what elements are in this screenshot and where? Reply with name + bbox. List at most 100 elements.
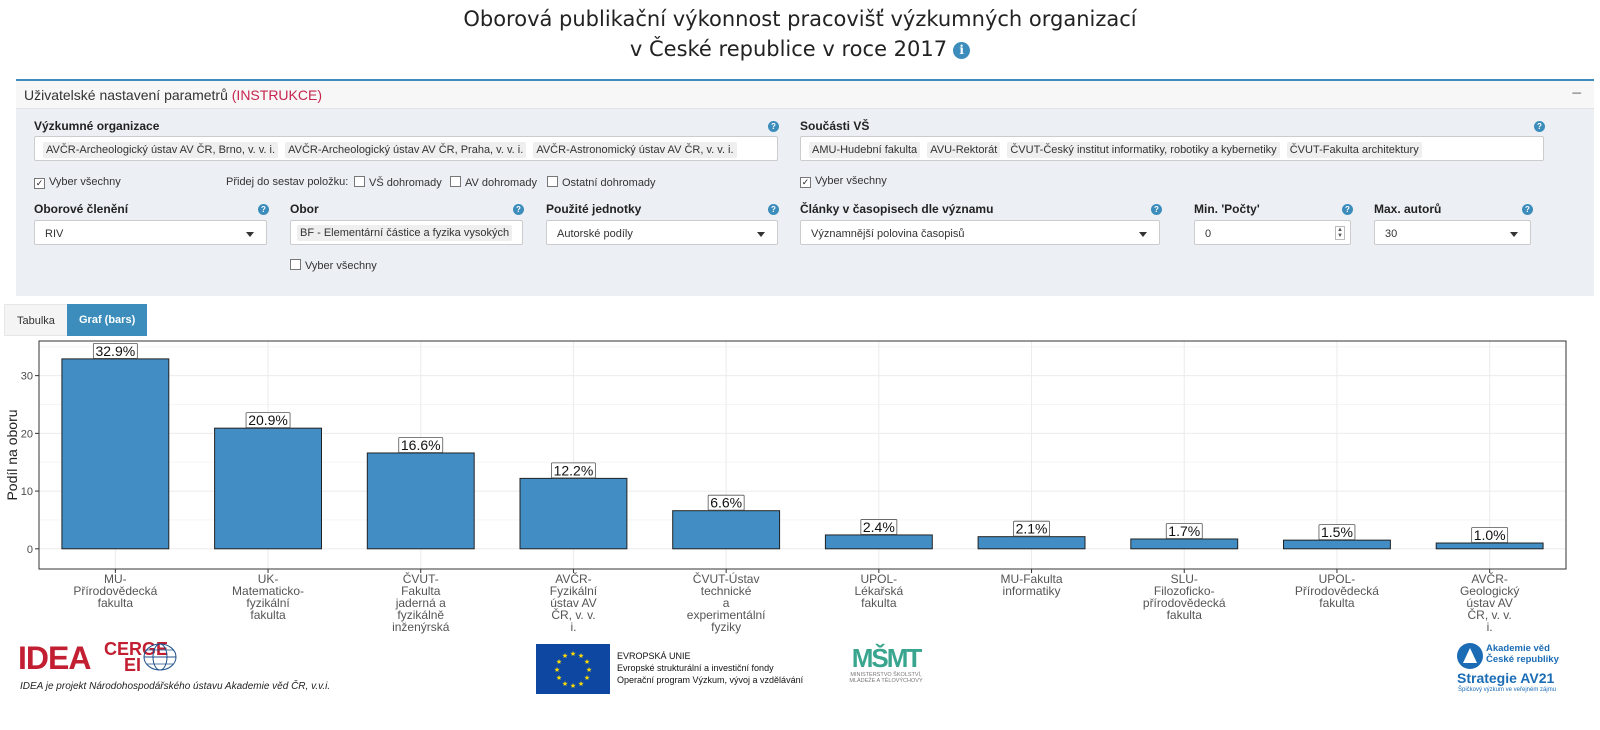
data-label: 1.7%: [1168, 523, 1200, 539]
tab-graph-bars[interactable]: Graf (bars): [67, 304, 148, 336]
svg-text:★: ★: [586, 666, 592, 674]
university-part-tag[interactable]: ČVUT-Český institut informatiky, robotik…: [1007, 142, 1280, 158]
y-tick-label: 0: [27, 544, 33, 556]
data-label-box: [398, 437, 444, 453]
university-part-tag[interactable]: AVU-Rektorát: [927, 142, 1001, 158]
research-org-tag[interactable]: AVČR-Archeologický ústav AV ČR, Praha, v…: [285, 142, 527, 158]
research-org-tag[interactable]: AVČR-Archeologický ústav AV ČR, Brno, v.…: [43, 142, 279, 158]
checkbox-unchecked[interactable]: [547, 176, 558, 187]
min-counts-value: 0: [1205, 228, 1212, 240]
msmt-text-line1: MINISTERSTVO ŠKOLSTVÍ,: [850, 672, 922, 678]
title-line-1: Oborová publikační výkonnost pracovišť v…: [463, 7, 1137, 31]
eu-text-line2: Evropské strukturální a investiční fondy: [617, 663, 774, 673]
svg-text:★: ★: [570, 650, 576, 658]
av-subtitle: Špičkový výzkum ve veřejném zájmu: [1458, 687, 1557, 693]
bar: [366, 452, 475, 550]
others-together-checkbox[interactable]: Ostatní dohromady: [547, 176, 656, 189]
help-icon[interactable]: ?: [1522, 204, 1533, 215]
research-orgs-input[interactable]: AVČR-Archeologický ústav AV ČR, Brno, v.…: [34, 136, 778, 161]
svg-text:★: ★: [584, 658, 590, 666]
av-together-label: AV dohromady: [465, 177, 537, 189]
research-org-tag[interactable]: AVČR-Astronomický ústav AV ČR, v. v. i.: [533, 142, 737, 158]
select-all-label: Vyber všechny: [815, 175, 887, 187]
help-icon[interactable]: ?: [1534, 121, 1545, 132]
max-authors-label: Max. autorů: [1374, 202, 1442, 216]
data-label-box: [551, 462, 596, 479]
y-tick-label: 30: [21, 371, 33, 383]
university-part-tag[interactable]: ČVUT-Fakulta architektury: [1286, 142, 1422, 158]
max-authors-select[interactable]: 30: [1374, 220, 1531, 245]
bar: [214, 427, 322, 550]
data-label: 2.4%: [863, 519, 895, 535]
svg-text:★: ★: [584, 674, 590, 682]
vs-together-checkbox[interactable]: VŠ dohromady: [354, 176, 442, 189]
info-icon[interactable]: i: [953, 42, 971, 59]
university-parts-label: Součásti VŠ: [800, 119, 870, 133]
university-part-tag[interactable]: AMU-Hudební fakulta: [809, 142, 921, 158]
help-icon[interactable]: ?: [768, 121, 779, 132]
select-all-orgs-checkbox[interactable]: ✓ Vyber všechny: [34, 176, 121, 189]
help-icon[interactable]: ?: [1342, 204, 1353, 215]
others-together-label: Ostatní dohromady: [562, 177, 656, 189]
x-tick-label: MU- Přírodovědecká fakulta: [73, 572, 158, 610]
help-icon[interactable]: ?: [1151, 204, 1162, 215]
checkbox-unchecked[interactable]: [450, 176, 461, 187]
chevron-down-icon: [1139, 232, 1147, 237]
bar: [519, 477, 628, 550]
spinner-icon[interactable]: ▲ ▼: [1335, 226, 1345, 240]
checkbox-checked[interactable]: ✓: [800, 177, 811, 188]
bar: [672, 510, 781, 550]
data-label-box: [92, 342, 138, 359]
collapse-button[interactable]: −: [1571, 83, 1582, 103]
settings-panel-header[interactable]: Uživatelské nastavení parametrů (INSTRUK…: [16, 81, 1594, 109]
field-division-select[interactable]: RIV: [34, 220, 267, 245]
cerge-logo: CERGE EI: [104, 640, 168, 674]
idea-logo: IDEA: [18, 640, 91, 676]
eu-flag-icon: ★ ★ ★ ★ ★ ★ ★ ★ ★ ★ ★ ★: [536, 644, 610, 694]
checkbox-unchecked[interactable]: [354, 176, 365, 187]
data-label: 16.6%: [401, 437, 441, 453]
data-label: 6.6%: [710, 495, 742, 511]
field-tag[interactable]: BF - Elementární částice a fyzika vysoký…: [297, 225, 513, 241]
av-logo-icon: [1457, 643, 1483, 669]
y-axis-label: Podíl na oboru: [4, 409, 20, 500]
eu-text-line3: Operační program Výzkum, vývoj a vzděláv…: [617, 675, 804, 685]
x-tick-label: AVČR- Fyzikální ústav AV ČR, v. v. i.: [549, 572, 598, 634]
bar: [824, 534, 933, 550]
university-parts-input[interactable]: AMU-Hudební fakulta AVU-Rektorát ČVUT-Če…: [800, 136, 1544, 161]
min-counts-input[interactable]: 0 ▲ ▼: [1194, 220, 1351, 245]
units-label: Použité jednotky: [546, 202, 642, 216]
data-label-box: [707, 494, 745, 511]
checkbox-unchecked[interactable]: [290, 259, 301, 270]
av-together-checkbox[interactable]: AV dohromady: [450, 176, 537, 189]
checkbox-checked[interactable]: ✓: [34, 178, 45, 189]
journal-articles-select[interactable]: Významnější polovina časopisů: [800, 220, 1160, 245]
data-label-box: [1013, 520, 1050, 537]
av-text: Akademie věd České republiky: [1486, 643, 1559, 665]
svg-text:★: ★: [556, 674, 562, 682]
units-select[interactable]: Autorské podíly: [546, 220, 778, 245]
bar: [1435, 542, 1544, 550]
units-value: Autorské podíly: [557, 228, 633, 240]
data-label: 1.5%: [1321, 524, 1353, 540]
y-tick-label: 10: [21, 486, 33, 498]
globe-icon: [143, 643, 177, 671]
bar-chart-svg: 0 10 20 30 Podíl na oboru 32.9% 20.9% 16.6% 12.2…: [4, 340, 1567, 573]
help-icon[interactable]: ?: [258, 204, 269, 215]
min-counts-label: Min. 'Počty': [1194, 202, 1260, 216]
x-tick-label: UPOL- Přírodovědecká fakulta: [1294, 572, 1379, 610]
bar: [1130, 538, 1239, 550]
data-label-box: [1471, 527, 1509, 543]
data-label-box: [860, 519, 898, 535]
field-input[interactable]: BF - Elementární částice a fyzika vysoký…: [290, 220, 523, 245]
svg-text:★: ★: [570, 682, 576, 690]
instructions-link[interactable]: (INSTRUKCE): [231, 87, 322, 103]
help-icon[interactable]: ?: [768, 204, 779, 215]
help-icon[interactable]: ?: [513, 204, 524, 215]
x-tick-label: UPOL- Lékařská fakulta: [854, 572, 904, 610]
select-all-parts-checkbox[interactable]: ✓ Vyber všechny: [800, 175, 887, 188]
select-all-fields-checkbox[interactable]: Vyber všechny: [290, 259, 377, 272]
data-label: 1.0%: [1474, 527, 1506, 543]
tab-table[interactable]: Tabulka: [4, 304, 68, 336]
idea-note: IDEA je projekt Národohospodářského ústa…: [20, 681, 331, 692]
